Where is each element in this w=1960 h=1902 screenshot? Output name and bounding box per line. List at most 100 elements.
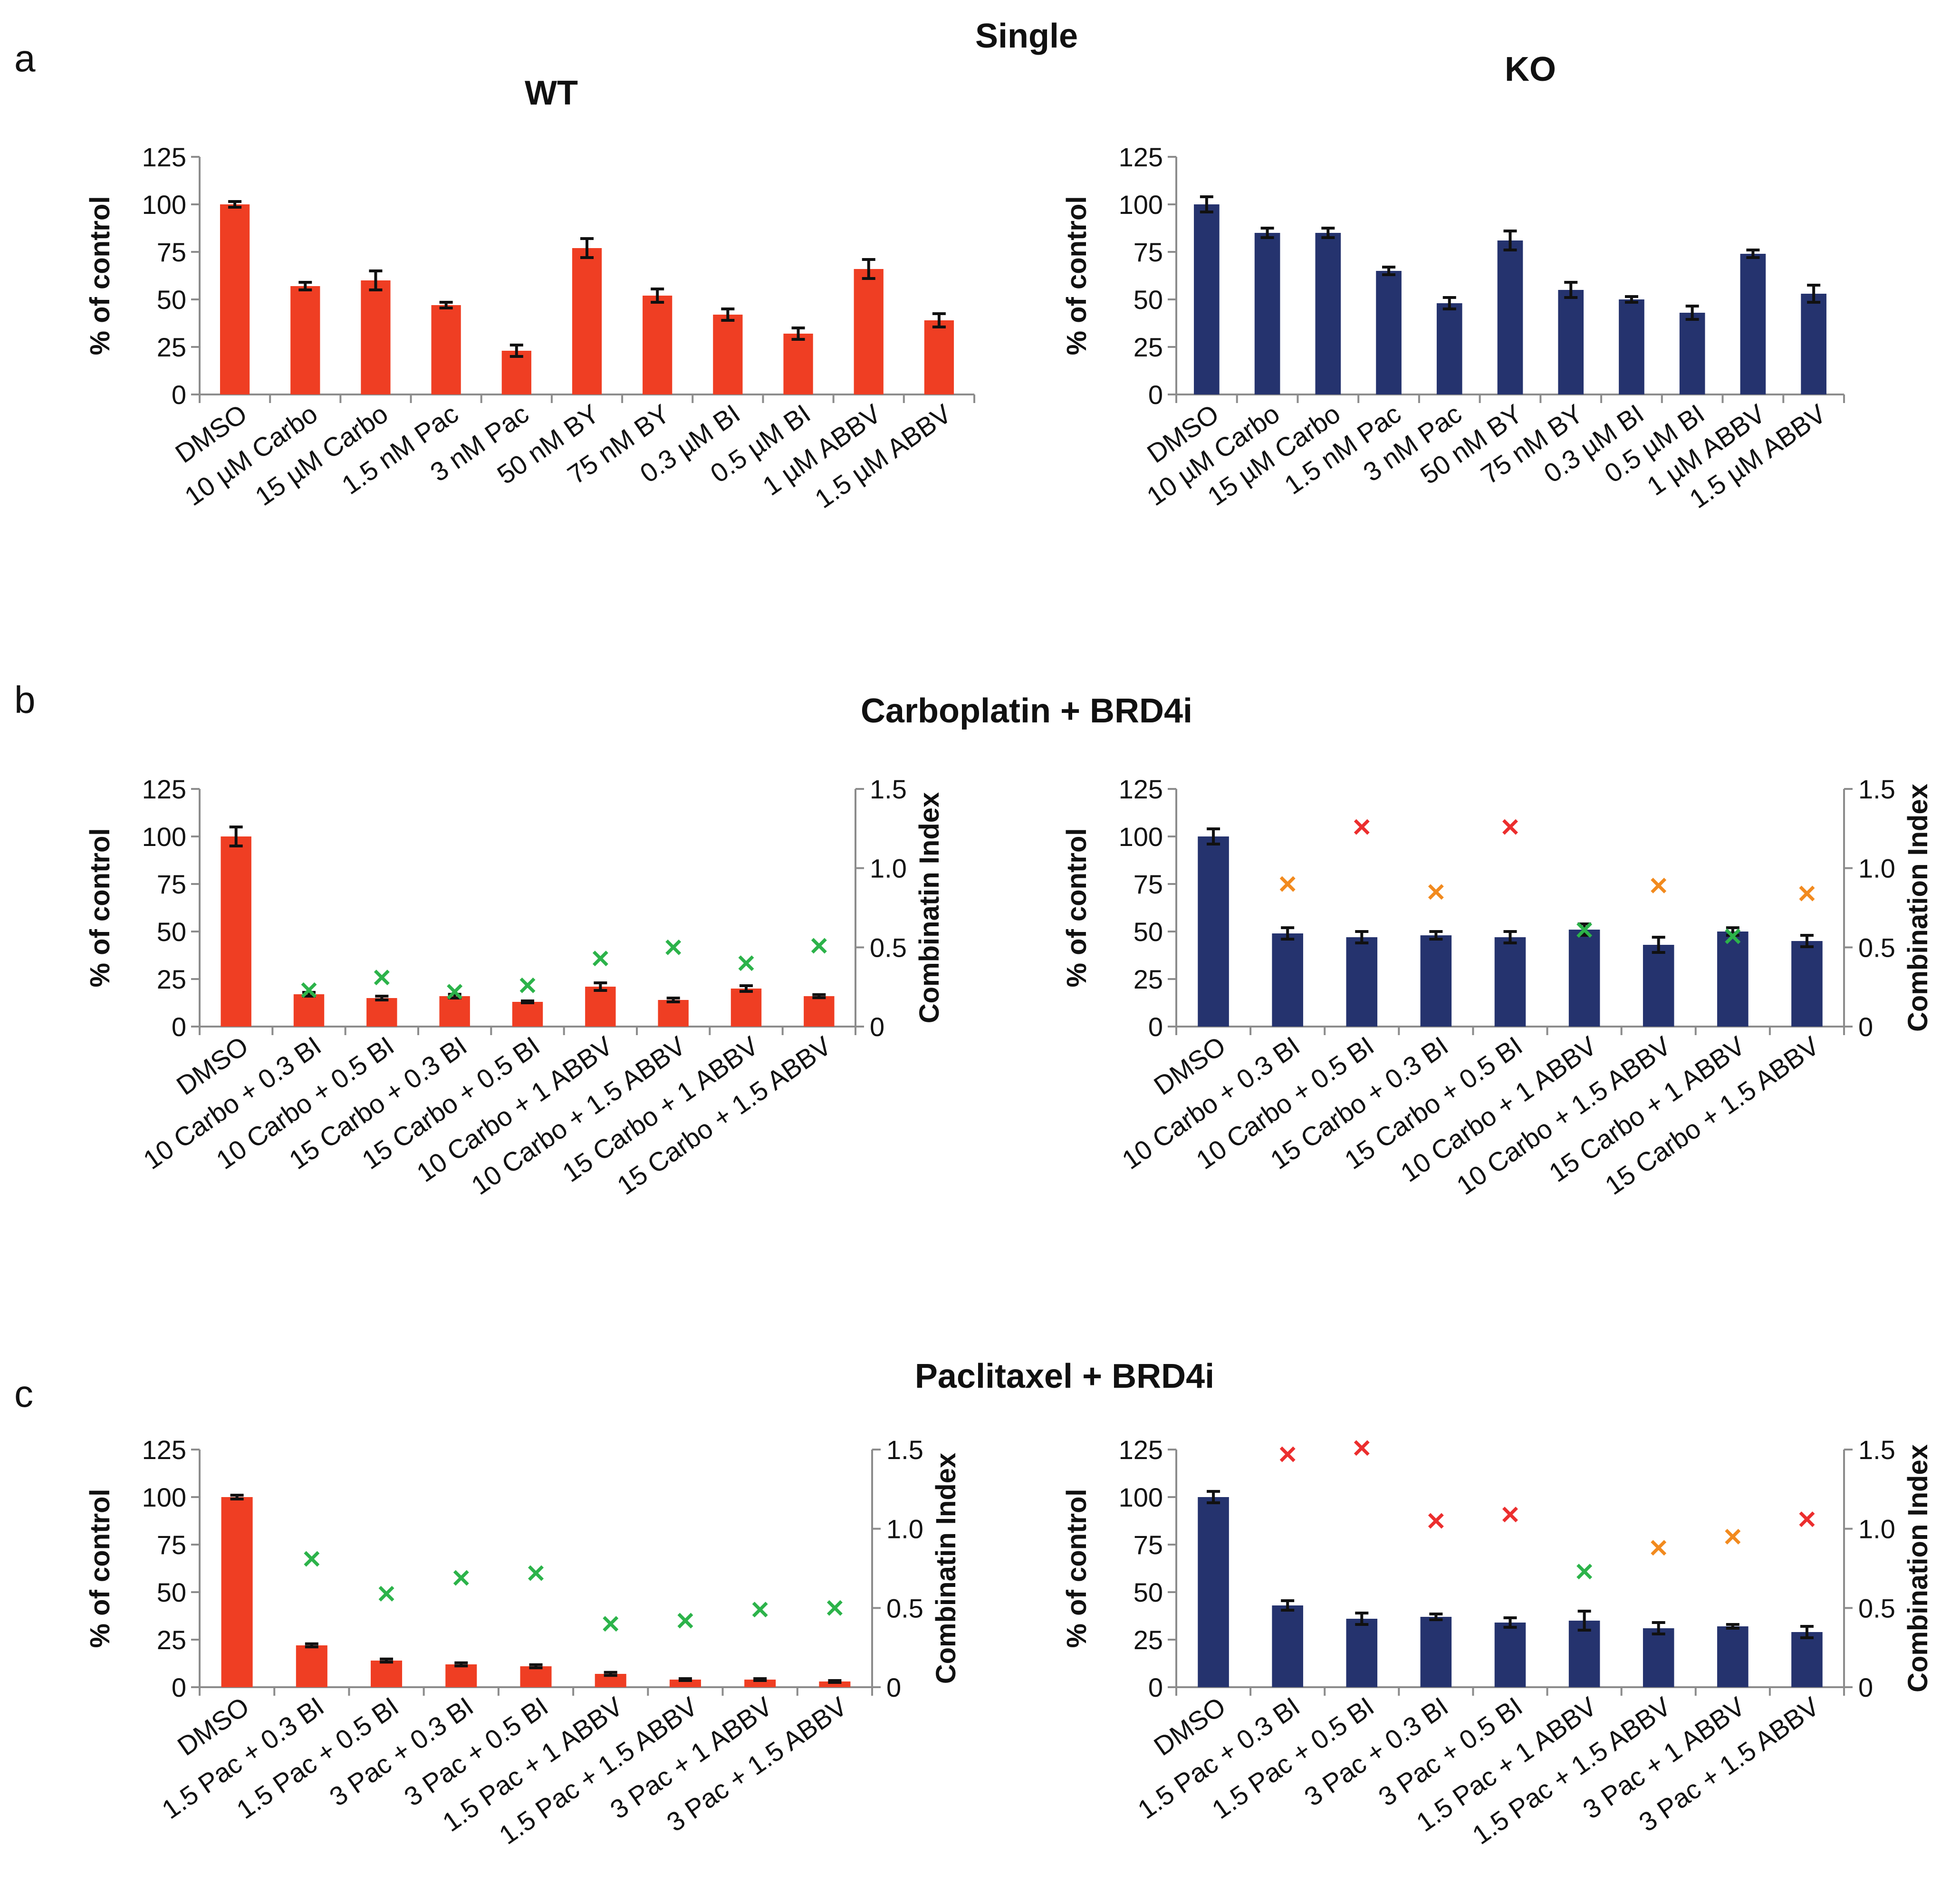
- y-tick-label: 100: [142, 1482, 186, 1512]
- combination-index-marker: [447, 984, 463, 1000]
- error-bar: [1652, 1621, 1665, 1635]
- bar-1-5-pac-0-5-bi: [371, 1661, 403, 1687]
- bar-15-carbo-0-3-bi: [439, 996, 470, 1027]
- bar-0-3-um-bi: [1619, 299, 1644, 394]
- combination-index-marker: [738, 955, 754, 971]
- combination-index-marker: [1725, 1528, 1741, 1545]
- error-bar: [1685, 305, 1699, 321]
- bar-3-pac-0-3-bi: [1420, 1617, 1452, 1687]
- combination-index-marker: [378, 1585, 394, 1602]
- combination-index-marker: [1279, 876, 1296, 892]
- y-tick-label: 125: [142, 1435, 186, 1465]
- error-bar: [932, 312, 946, 328]
- section-title-carboplatin: Carboplatin + BRD4i: [861, 692, 1192, 730]
- y-tick-label: 125: [1119, 1435, 1163, 1465]
- error-bar: [1503, 1616, 1517, 1629]
- combination-index-marker: [592, 951, 608, 967]
- bar-3-nm-pac: [501, 351, 531, 394]
- error-bar: [604, 1671, 617, 1677]
- bar-3-pac-1-5-abbv: [1791, 1632, 1823, 1687]
- section-title-single: Single: [975, 17, 1078, 55]
- error-bar: [1807, 284, 1821, 304]
- y-axis-label: % of control: [85, 196, 115, 355]
- combination-index-marker: [826, 1600, 843, 1616]
- error-bar: [580, 237, 594, 259]
- error-bar: [229, 826, 243, 847]
- bar-15-carbo-0-3-bi: [1420, 935, 1452, 1027]
- error-bar: [298, 281, 312, 291]
- error-bar: [1281, 926, 1295, 941]
- y2-tick-label: 0.5: [886, 1593, 923, 1623]
- y-tick-label: 0: [1148, 380, 1163, 410]
- bar-3-nm-pac: [1436, 303, 1462, 394]
- error-bar: [305, 1642, 318, 1649]
- error-bar: [1564, 281, 1578, 299]
- bar-1-5-um-abbv: [924, 320, 954, 394]
- y-tick-label: 100: [1119, 822, 1163, 852]
- y2-tick-label: 0: [1858, 1672, 1873, 1702]
- error-bar: [1382, 266, 1396, 276]
- error-bar: [594, 981, 607, 992]
- error-bar: [1577, 1610, 1591, 1632]
- panel-letter-b: b: [14, 679, 36, 721]
- y2-tick-label: 0.5: [870, 932, 907, 962]
- combination-index-marker: [1651, 1540, 1667, 1556]
- combination-index-marker: [677, 1613, 693, 1629]
- error-bar: [1652, 936, 1665, 954]
- error-bar: [1503, 930, 1517, 944]
- bar-1-5-pac-1-5-abbv: [1643, 1628, 1674, 1687]
- y2-axis-label: Combinatin Index: [931, 1453, 961, 1684]
- error-bar: [666, 997, 680, 1003]
- panel-letter-c: c: [14, 1373, 33, 1415]
- bar-75-nm-by: [1558, 290, 1584, 394]
- error-bar: [678, 1677, 692, 1682]
- y2-tick-label: 1.0: [1858, 1514, 1895, 1544]
- bar-1-5-nm-pac: [1376, 271, 1402, 394]
- combination-index-marker: [1428, 1513, 1444, 1529]
- bar-3-pac-1-abbv: [744, 1680, 776, 1687]
- combination-index-marker: [1651, 877, 1667, 893]
- error-bar: [1800, 1625, 1814, 1639]
- error-bar: [828, 1679, 842, 1684]
- y-tick-label: 25: [157, 1625, 186, 1655]
- error-bar: [812, 993, 826, 999]
- bar-15-carbo-1-abbv: [730, 989, 762, 1027]
- combination-index-marker: [811, 938, 827, 954]
- error-bar: [509, 344, 523, 358]
- combination-index-marker: [1354, 819, 1370, 835]
- bar-10-carbo-0-5-bi: [1346, 937, 1378, 1027]
- y-tick-label: 75: [1134, 237, 1163, 267]
- error-bar: [439, 301, 453, 309]
- y-tick-label: 0: [172, 380, 186, 410]
- y-tick-label: 125: [142, 774, 186, 804]
- error-bar: [1503, 230, 1517, 251]
- y-tick-label: 125: [142, 142, 186, 172]
- bar-3-pac-0-3-bi: [445, 1664, 477, 1687]
- subtitle-wt: WT: [525, 74, 578, 112]
- bar-dmso: [221, 836, 251, 1027]
- combination-index-marker: [1502, 819, 1518, 835]
- bar-1-um-abbv: [1740, 254, 1766, 394]
- error-bar: [1260, 227, 1274, 239]
- y-tick-label: 0: [172, 1012, 186, 1042]
- error-bar: [1800, 934, 1814, 948]
- y2-tick-label: 0.5: [1858, 1593, 1895, 1623]
- error-bar: [1281, 1599, 1295, 1612]
- combination-index-marker: [301, 982, 317, 998]
- y-tick-label: 50: [157, 1577, 186, 1607]
- bar-10-carbo-1-5-abbv: [658, 1000, 689, 1027]
- y-tick-label: 25: [1134, 964, 1163, 994]
- bar-3-pac-0-5-bi: [520, 1666, 552, 1687]
- subtitle-ko: KO: [1505, 50, 1556, 88]
- error-bar: [1207, 827, 1220, 845]
- bar-10-carbo-0-3-bi: [1272, 933, 1303, 1027]
- y2-tick-label: 1.5: [1858, 774, 1895, 804]
- combination-index-marker: [519, 977, 536, 993]
- combination-index-marker: [304, 1551, 320, 1567]
- y-axis-label: % of control: [1061, 828, 1092, 987]
- y2-tick-label: 0: [886, 1672, 901, 1702]
- bar-3-pac-1-5-abbv: [819, 1681, 851, 1687]
- bar-dmso: [221, 1497, 253, 1687]
